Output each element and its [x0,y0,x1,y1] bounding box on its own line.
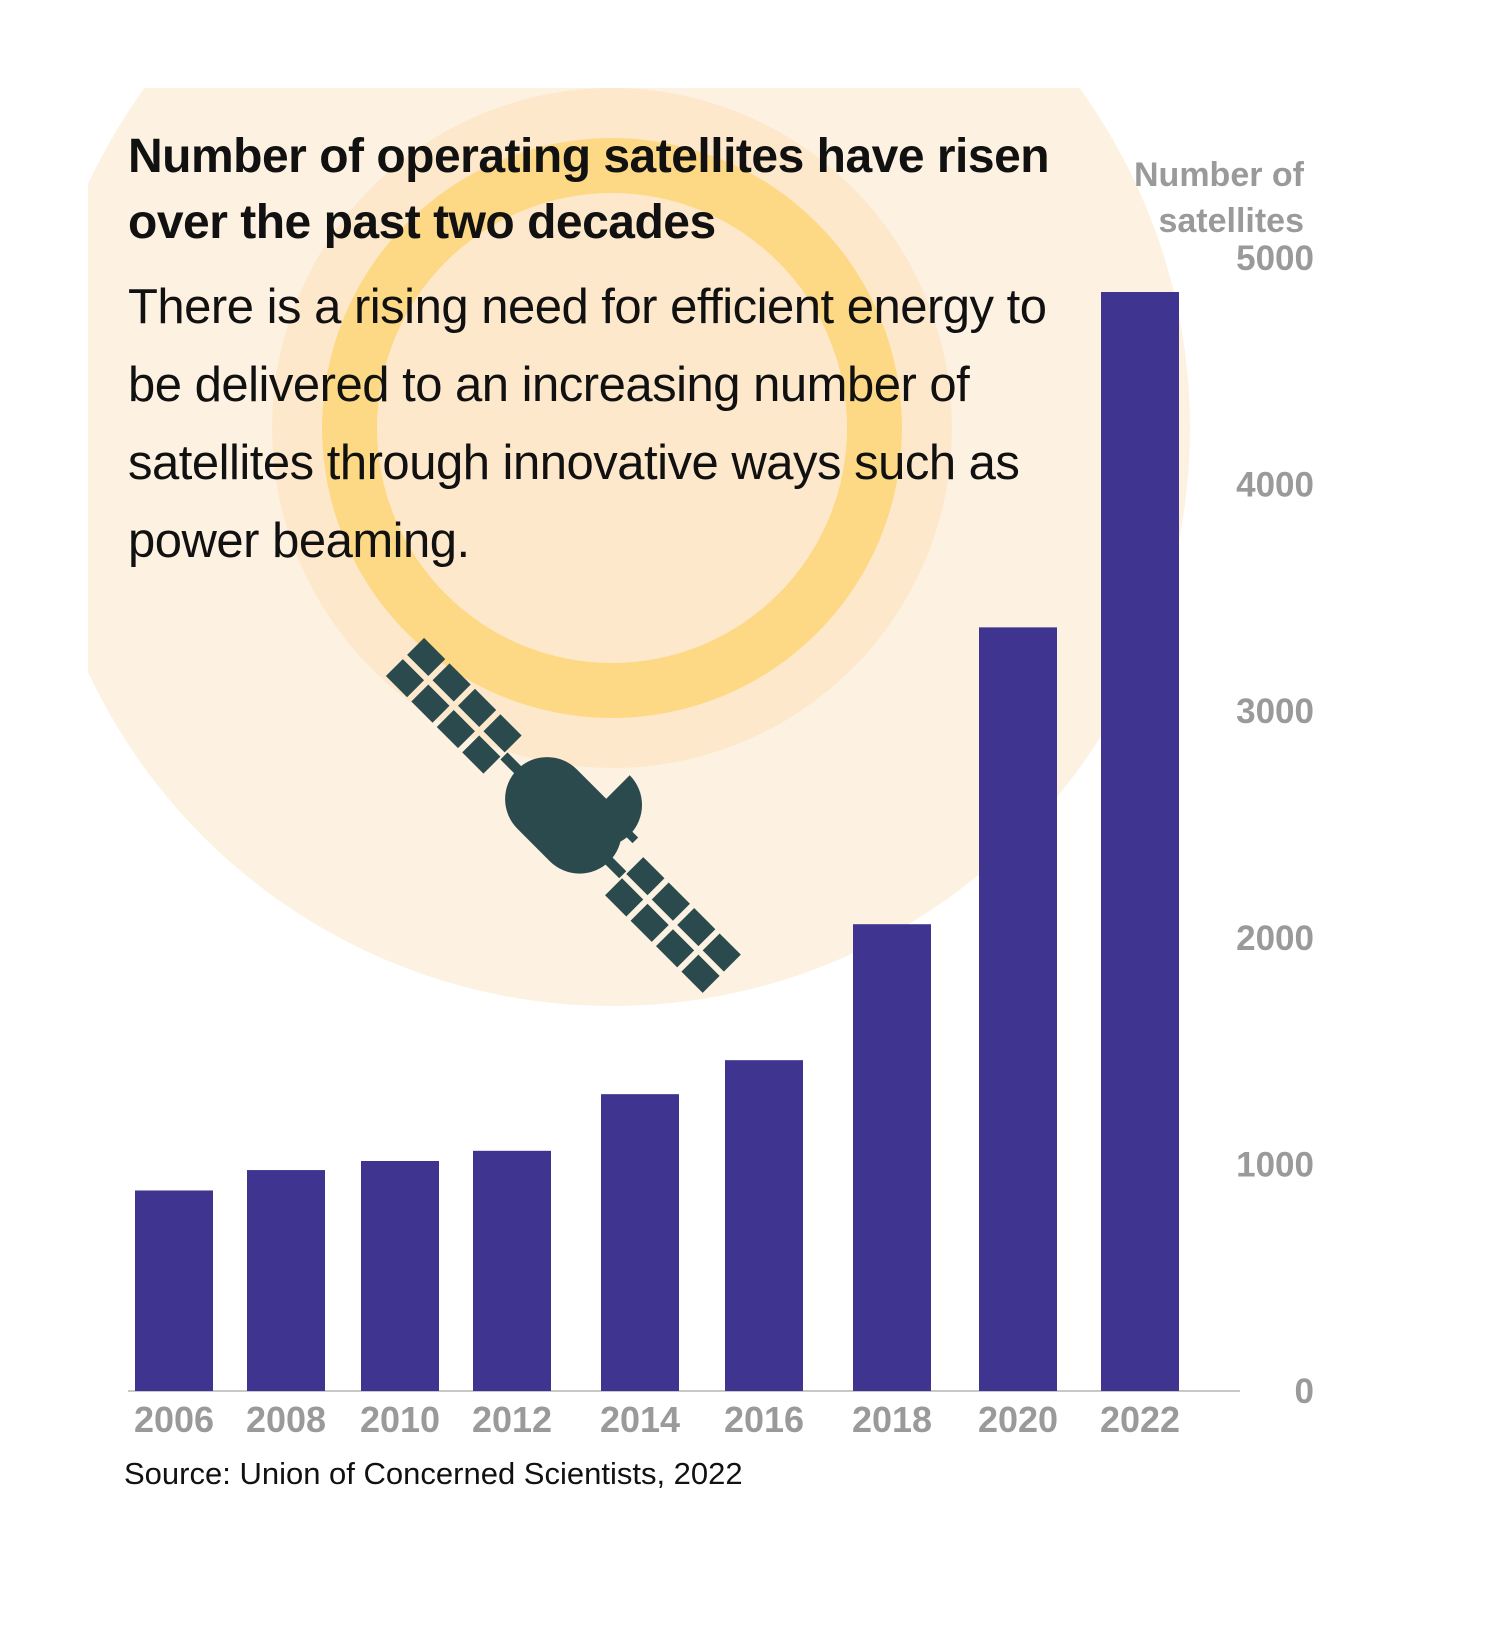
bar-2018 [853,924,931,1391]
x-tick-label: 2008 [246,1399,326,1440]
x-tick-label: 2012 [472,1399,552,1440]
satellite-dish-icon [570,775,642,847]
x-tick-label: 2006 [134,1399,214,1440]
y-tick-label: 5000 [1236,239,1314,278]
chart-title: Number of operating satellites have rise… [128,130,1050,249]
y-tick-label: 4000 [1236,466,1314,505]
y-tick-label: 0 [1295,1372,1314,1411]
x-tick-labels: 2006 2008 2010 2012 2014 2016 2018 2020 2022 [134,1399,1180,1440]
x-tick-label: 2016 [724,1399,804,1440]
chart-subtitle: There is a rising need for efficient ene… [128,280,1047,568]
bar-2014 [601,1094,679,1391]
y-axis-title-line-2: satellites [1158,202,1304,240]
x-tick-label: 2014 [600,1399,680,1440]
y-tick-label: 3000 [1236,692,1314,731]
x-tick-label: 2010 [360,1399,440,1440]
bar-2016 [725,1060,803,1391]
inner-ring [377,193,847,663]
source-note: Source: Union of Concerned Scientists, 2… [124,1456,743,1491]
y-tick-labels: 0 1000 2000 3000 4000 5000 [1236,239,1314,1411]
bar-2006 [135,1190,213,1391]
y-axis-title-line-1: Number of [1134,156,1305,194]
bar-2010 [361,1161,439,1391]
x-tick-label: 2018 [852,1399,932,1440]
background-rings [88,88,1190,1006]
y-tick-label: 1000 [1236,1145,1314,1184]
x-tick-label: 2022 [1100,1399,1180,1440]
bar-2008 [247,1170,325,1391]
bars [135,291,1179,1391]
satellite-icon [385,637,741,993]
bar-2012 [473,1150,551,1391]
y-tick-label: 2000 [1236,919,1314,958]
x-tick-label: 2020 [978,1399,1058,1440]
bar-2022 [1101,291,1179,1391]
bar-2020 [979,627,1057,1391]
